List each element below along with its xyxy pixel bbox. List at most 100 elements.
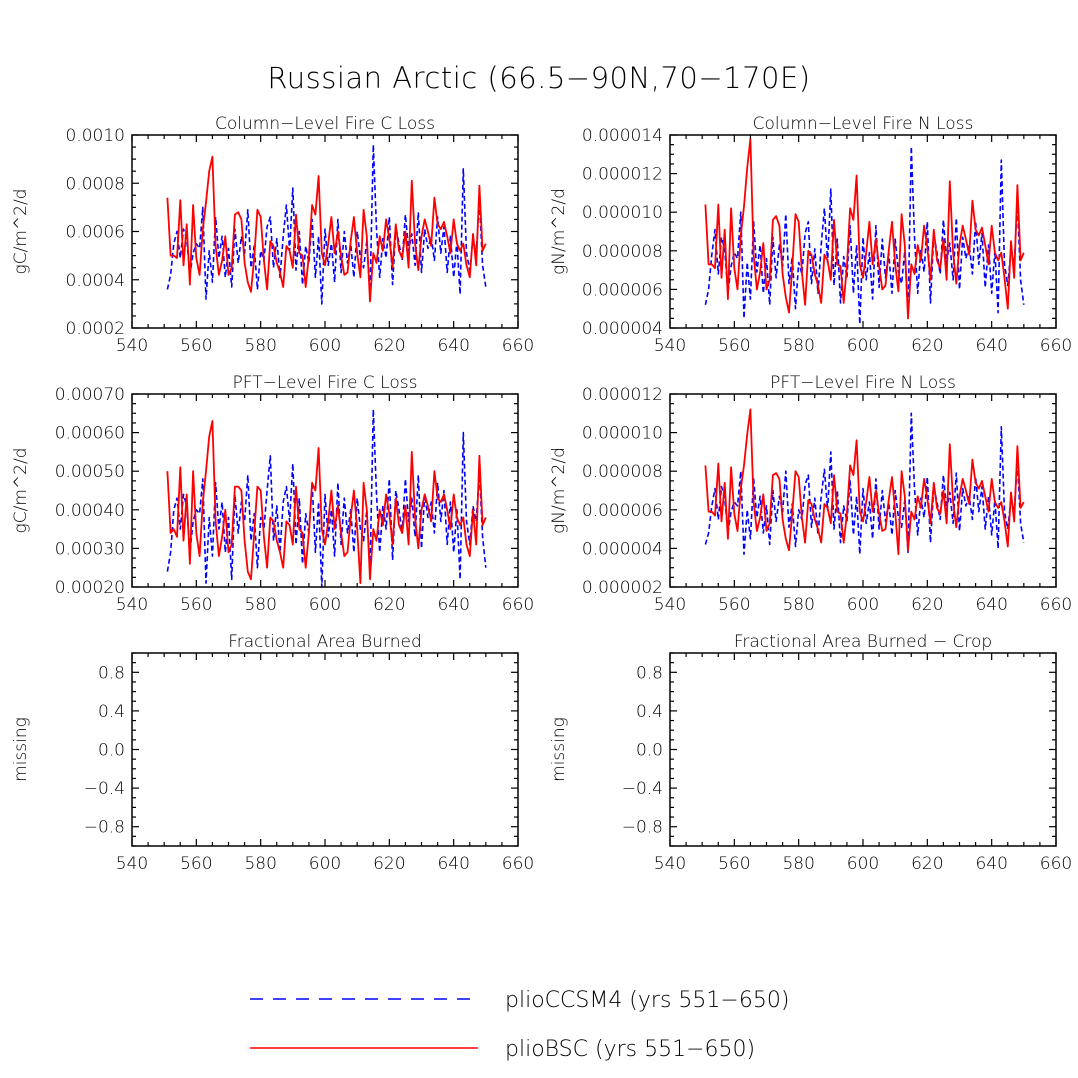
legend-label-plioccsm4: plioCCSM4 (yrs 551−650): [505, 988, 789, 1013]
panel-5: 540 560 580 600 620 640 660 −0.8 −0.4 0.0 0.4 0.8 Fr…: [11, 632, 534, 874]
y-tick-label: 0.0002: [66, 319, 125, 339]
x-tick-label: 600: [309, 854, 341, 874]
x-tick-label: 660: [502, 336, 534, 356]
series-line-plioccsm4: [166, 143, 487, 305]
x-tick-label: 620: [373, 595, 405, 615]
x-tick-label: 580: [244, 595, 276, 615]
panel-3: 540 560 580 600 620 640 660 0.00020 0.00030 0.000…: [11, 373, 534, 615]
y-tick-label: 0.00050: [55, 462, 125, 482]
y-tick-label: 0.0008: [66, 174, 125, 194]
x-tick-label: 540: [654, 336, 686, 356]
x-tick-label: 620: [373, 336, 405, 356]
series-line-pliobsc: [166, 155, 487, 303]
series-line-pliobsc: [166, 420, 487, 584]
y-tick-label: 0.0: [636, 741, 663, 761]
y-tick-label: 0.000006: [582, 280, 663, 300]
x-tick-label: 640: [437, 336, 469, 356]
series-line-plioccsm4: [704, 412, 1025, 556]
x-tick-label: 580: [244, 336, 276, 356]
x-tick-label: 560: [718, 595, 750, 615]
x-tick-label: 560: [718, 336, 750, 356]
legend-label-pliobsc: plioBSC (yrs 551−650): [505, 1037, 755, 1062]
y-tick-label: 0.00040: [55, 501, 125, 521]
plot-frame: [131, 652, 519, 847]
x-tick-label: 580: [782, 336, 814, 356]
y-tick-label: 0.000004: [582, 539, 663, 559]
y-tick-label: 0.000004: [582, 319, 663, 339]
y-tick-label: 0.4: [636, 702, 663, 722]
x-tick-label: 560: [180, 336, 212, 356]
y-tick-label: 0.00030: [55, 539, 125, 559]
y-tick-label: 0.00020: [55, 578, 125, 598]
y-tick-label: −0.4: [622, 779, 663, 799]
x-tick-label: 660: [502, 595, 534, 615]
x-tick-label: 600: [309, 595, 341, 615]
y-tick-label: 0.8: [98, 663, 125, 683]
y-axis-label: gN/m^2/d: [549, 447, 569, 534]
y-tick-label: 0.0010: [66, 126, 125, 146]
y-tick-label: 0.000012: [582, 385, 663, 405]
panel-2: 540 560 580 600 620 640 660 0.000004 0.000006 0.0…: [549, 114, 1072, 356]
panel-title: Fractional Area Burned − Crop: [734, 632, 992, 652]
x-tick-label: 620: [911, 336, 943, 356]
x-tick-label: 640: [975, 336, 1007, 356]
panel-6: 540 560 580 600 620 640 660 −0.8 −0.4 0.0 0.4 0.8 Fr…: [549, 632, 1072, 874]
x-tick-label: 540: [116, 336, 148, 356]
x-tick-label: 640: [975, 595, 1007, 615]
x-tick-label: 640: [437, 854, 469, 874]
y-tick-label: 0.000014: [582, 126, 663, 146]
panel-1: 540 560 580 600 620 640 660 0.0002 0.0004 0.0006 0…: [11, 114, 534, 356]
y-axis-label: gN/m^2/d: [549, 188, 569, 275]
x-tick-label: 580: [782, 854, 814, 874]
y-axis-label: missing: [11, 717, 31, 782]
x-tick-label: 560: [180, 854, 212, 874]
y-tick-label: −0.8: [84, 818, 125, 838]
x-tick-label: 600: [847, 595, 879, 615]
x-tick-label: 600: [309, 336, 341, 356]
y-tick-label: 0.00070: [55, 385, 125, 405]
panel-4: 540 560 580 600 620 640 660 0.000002 0.000004 0.0…: [549, 373, 1072, 615]
legend: plioCCSM4 (yrs 551−650) plioBSC (yrs 551…: [250, 988, 789, 1062]
x-tick-label: 600: [847, 854, 879, 874]
panel-title: PFT−Level Fire C Loss: [233, 373, 418, 393]
figure-title: Russian Arctic (66.5−90N,70−170E): [267, 61, 810, 95]
x-tick-label: 560: [180, 595, 212, 615]
x-tick-label: 620: [911, 595, 943, 615]
y-tick-label: 0.000006: [582, 501, 663, 521]
plot-frame: [669, 652, 1057, 847]
y-tick-label: 0.4: [98, 702, 125, 722]
panels: 540 560 580 600 620 640 6600.00020.00040.00060…: [11, 114, 1072, 874]
y-tick-label: 0.8: [636, 663, 663, 683]
x-tick-label: 540: [116, 595, 148, 615]
panel-title: PFT−Level Fire N Loss: [770, 373, 956, 393]
x-tick-label: 540: [654, 595, 686, 615]
x-tick-label: 660: [1040, 336, 1072, 356]
x-tick-label: 560: [718, 854, 750, 874]
y-axis-label: missing: [549, 717, 569, 782]
y-axis-label: gC/m^2/d: [11, 189, 31, 275]
x-tick-label: 640: [437, 595, 469, 615]
x-tick-label: 580: [244, 854, 276, 874]
y-tick-label: 0.00060: [55, 424, 125, 444]
y-tick-label: 0.000010: [582, 424, 663, 444]
x-tick-label: 640: [975, 854, 1007, 874]
y-tick-label: 0.0004: [66, 271, 125, 291]
y-axis-label: gC/m^2/d: [11, 448, 31, 534]
x-tick-label: 620: [373, 854, 405, 874]
x-tick-label: 660: [1040, 595, 1072, 615]
panel-title: Column−Level Fire C Loss: [215, 114, 435, 134]
y-tick-label: 0.0006: [66, 223, 125, 243]
x-tick-label: 540: [116, 854, 148, 874]
x-tick-label: 580: [782, 595, 814, 615]
y-tick-label: 0.000008: [582, 242, 663, 262]
y-tick-label: 0.000002: [582, 578, 663, 598]
series-line-pliobsc: [704, 137, 1025, 320]
series-line-plioccsm4: [166, 408, 487, 588]
x-tick-label: 660: [1040, 854, 1072, 874]
y-tick-label: 0.000008: [582, 462, 663, 482]
x-tick-label: 600: [847, 336, 879, 356]
x-tick-label: 660: [502, 854, 534, 874]
y-tick-label: −0.4: [84, 779, 125, 799]
series-line-pliobsc: [704, 408, 1025, 556]
